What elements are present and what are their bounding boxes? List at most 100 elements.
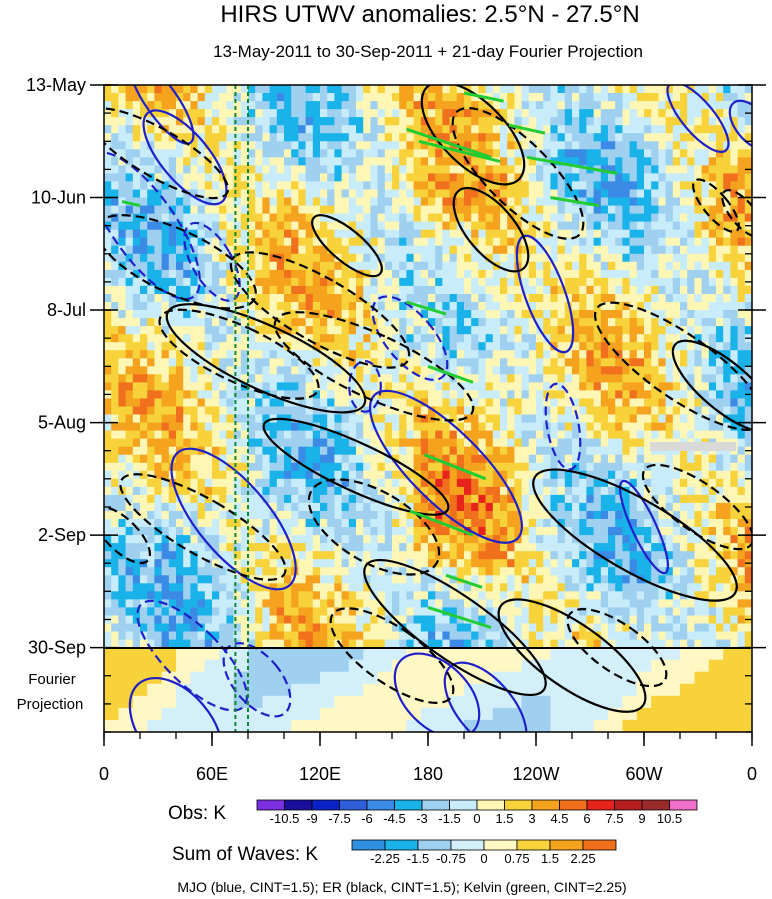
heatmap-cell — [298, 326, 307, 335]
heatmap-cell — [507, 374, 515, 383]
heatmap-cell — [291, 125, 299, 134]
heatmap-cell — [248, 310, 256, 319]
heatmap-cell — [312, 221, 321, 231]
heatmap-cell — [507, 141, 515, 150]
heatmap-cell — [384, 478, 393, 488]
heatmap-cell — [622, 462, 631, 472]
heatmap-cell — [521, 422, 530, 432]
heatmap-cell — [730, 382, 739, 391]
heatmap-cell — [305, 406, 314, 416]
heatmap-cell — [370, 470, 379, 480]
heatmap-cell — [284, 302, 292, 311]
heatmap-cell — [435, 438, 443, 448]
heatmap-cell — [219, 382, 227, 391]
heatmap-cell — [291, 85, 299, 94]
heatmap-cell — [500, 511, 508, 520]
heatmap-cell — [521, 141, 530, 150]
heatmap-cell — [176, 245, 184, 255]
heatmap-cell — [320, 165, 328, 174]
heatmap-cell — [550, 382, 559, 391]
heatmap-cell — [557, 181, 566, 190]
heatmap-cell — [622, 294, 631, 303]
heatmap-cell — [658, 478, 667, 488]
heatmap-cell — [615, 133, 623, 142]
heatmap-cell — [183, 406, 191, 416]
heatmap-cell — [536, 221, 544, 231]
heatmap-cell — [644, 253, 652, 263]
heatmap-cell — [377, 414, 386, 424]
heatmap-cell — [687, 374, 695, 383]
heatmap-cell — [240, 326, 249, 335]
heatmap-cell — [507, 157, 515, 166]
heatmap-cell — [240, 454, 249, 464]
heatmap-cell — [687, 334, 695, 343]
heatmap-cell — [240, 470, 249, 480]
heatmap-cell — [276, 157, 285, 166]
heatmap-cell — [312, 285, 321, 295]
heatmap-cell — [284, 334, 292, 343]
heatmap-cell — [435, 302, 443, 311]
heatmap-cell — [579, 101, 587, 110]
heatmap-cell — [132, 366, 141, 375]
heatmap-cell — [341, 414, 350, 424]
heatmap-cell — [478, 486, 487, 496]
heatmap-cell — [392, 149, 400, 158]
heatmap-cell — [644, 414, 652, 424]
heatmap-cell — [161, 486, 170, 496]
heatmap-cell — [140, 261, 148, 271]
heatmap-cell — [636, 93, 645, 102]
heatmap-cell — [636, 253, 645, 263]
heatmap-cell — [680, 470, 688, 480]
heatmap-cell — [672, 213, 681, 223]
heatmap-cell — [600, 366, 609, 375]
heatmap-cell — [521, 189, 530, 199]
heatmap-cell — [507, 229, 515, 239]
heatmap-cell — [255, 133, 263, 142]
heatmap-cell — [118, 334, 127, 343]
heatmap-cell — [233, 366, 242, 375]
heatmap-cell — [334, 294, 343, 303]
heatmap-cell — [305, 269, 314, 279]
heatmap-cell — [428, 494, 436, 504]
heatmap-cell — [449, 93, 458, 102]
heatmap-cell — [377, 374, 386, 383]
heatmap-cell — [579, 318, 587, 327]
heatmap-cell — [622, 478, 631, 488]
heatmap-cell — [543, 277, 551, 287]
heatmap-cell — [291, 310, 299, 319]
heatmap-cell — [219, 213, 227, 223]
heatmap-cell — [471, 358, 479, 367]
heatmap-cell — [564, 109, 573, 118]
heatmap-cell — [629, 213, 638, 223]
heatmap-cell — [615, 454, 623, 464]
heatmap-cell — [658, 294, 667, 303]
heatmap-cell — [708, 285, 717, 295]
heatmap-cell — [147, 165, 155, 174]
heatmap-cell — [183, 374, 191, 383]
heatmap-cell — [737, 294, 746, 303]
heatmap-cell — [348, 342, 357, 351]
heatmap-cell — [708, 494, 717, 504]
heatmap-cell — [658, 414, 667, 424]
heatmap-cell — [557, 414, 566, 424]
heatmap-cell — [694, 133, 703, 142]
heatmap-cell — [276, 245, 285, 255]
heatmap-cell — [723, 478, 731, 488]
heatmap-cell — [492, 277, 501, 287]
heatmap-cell — [233, 221, 242, 231]
heatmap-cell — [363, 502, 371, 512]
heatmap-cell — [363, 157, 371, 166]
heatmap-cell — [629, 350, 638, 359]
heatmap-cell — [528, 502, 537, 512]
heatmap-cell — [125, 181, 134, 190]
heatmap-cell — [500, 502, 508, 512]
heatmap-cell — [276, 374, 285, 383]
heatmap-cell — [276, 478, 285, 488]
heatmap-cell — [644, 285, 652, 295]
heatmap-cell — [384, 85, 393, 94]
heatmap-cell — [147, 294, 155, 303]
heatmap-cell — [161, 294, 170, 303]
heatmap-cell — [276, 462, 285, 472]
heatmap-cell — [284, 189, 292, 199]
heatmap-cell — [305, 189, 314, 199]
